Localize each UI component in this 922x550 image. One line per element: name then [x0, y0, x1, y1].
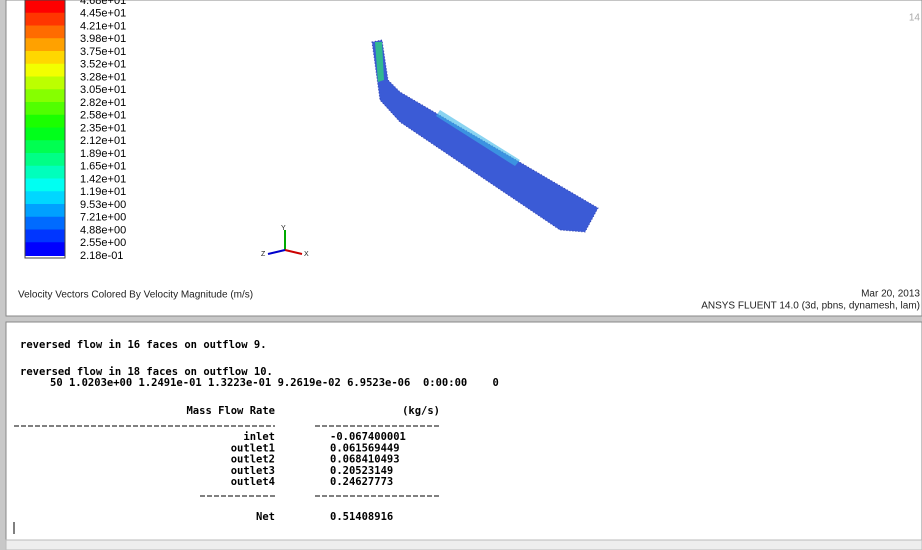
row-value: 0.24627773 — [330, 476, 393, 488]
legend-band — [25, 13, 65, 27]
legend-label: 3.52e+01 — [80, 59, 126, 71]
table-header: (kg/s) — [402, 405, 440, 417]
legend-band — [25, 64, 65, 78]
legend-label: 4.88e+00 — [80, 224, 126, 236]
legend-band — [25, 230, 65, 244]
row-value: -0.067400001 — [330, 431, 406, 443]
legend-band — [25, 166, 65, 180]
legend-label: 9.53e+00 — [80, 199, 126, 211]
legend-label: 3.98e+01 — [80, 33, 126, 45]
console-line: reversed flow in 16 faces on outflow 9. — [20, 339, 267, 351]
legend-band — [25, 89, 65, 103]
legend-label: 2.82e+01 — [80, 97, 126, 109]
total-label: Net — [256, 511, 275, 523]
legend-band — [25, 0, 65, 14]
scrollbar[interactable] — [6, 540, 922, 550]
legend-label: 1.89e+01 — [80, 148, 126, 160]
legend-label: 1.65e+01 — [80, 161, 126, 173]
row-label: outlet1 — [231, 442, 275, 454]
legend-label: 3.05e+01 — [80, 84, 126, 96]
legend-band — [25, 128, 65, 142]
caption: Velocity Vectors Colored By Velocity Mag… — [18, 290, 253, 301]
legend-label: 2.55e+00 — [80, 237, 126, 249]
legend-band — [25, 179, 65, 193]
legend-band — [25, 51, 65, 65]
row-value: 0.20523149 — [330, 465, 393, 477]
legend-label: 2.58e+01 — [80, 110, 126, 122]
legend-band — [25, 115, 65, 129]
legend-band — [25, 204, 65, 218]
triad-label: Y — [281, 225, 286, 232]
triad-label: Z — [261, 251, 266, 258]
console — [6, 322, 922, 540]
legend-label: 3.75e+01 — [80, 46, 126, 58]
corner-text: 14 — [909, 13, 921, 24]
legend-label: 1.19e+01 — [80, 186, 126, 198]
row-label: inlet — [243, 431, 275, 443]
row-label: outlet2 — [231, 454, 275, 466]
row-value: 0.061569449 — [330, 442, 400, 454]
legend-band — [25, 77, 65, 91]
legend-label: 4.45e+01 — [80, 8, 126, 20]
legend-label: 2.12e+01 — [80, 135, 126, 147]
triad-label: X — [304, 251, 309, 258]
legend-label: 2.18e-01 — [80, 250, 123, 262]
legend-band — [25, 153, 65, 167]
legend-label: 4.68e+01 — [80, 0, 126, 7]
legend-label: 4.21e+01 — [80, 20, 126, 32]
row-label: outlet3 — [231, 465, 275, 477]
legend-label: 1.42e+01 — [80, 173, 126, 185]
legend-label: 3.28e+01 — [80, 71, 126, 83]
row-label: outlet4 — [231, 476, 275, 488]
page: 4.68e+014.45e+014.21e+013.98e+013.75e+01… — [0, 0, 922, 550]
legend-band — [25, 140, 65, 154]
date: Mar 20, 2013 — [861, 289, 920, 300]
legend-label: 7.21e+00 — [80, 212, 126, 224]
legend-band — [25, 38, 65, 52]
legend-band — [25, 26, 65, 40]
version: ANSYS FLUENT 14.0 (3d, pbns, dynamesh, l… — [701, 301, 920, 312]
iteration-line: 50 1.0203e+00 1.2491e-01 1.3223e-01 9.26… — [50, 377, 499, 389]
screen: 4.68e+014.45e+014.21e+013.98e+013.75e+01… — [0, 0, 922, 550]
legend-band — [25, 217, 65, 231]
row-value: 0.068410493 — [330, 454, 400, 466]
legend-label: 2.35e+01 — [80, 122, 126, 134]
legend-band — [25, 242, 65, 256]
total-value: 0.51408916 — [330, 511, 393, 523]
table-header: Mass Flow Rate — [186, 405, 275, 417]
legend-band — [25, 191, 65, 205]
legend-band — [25, 102, 65, 116]
